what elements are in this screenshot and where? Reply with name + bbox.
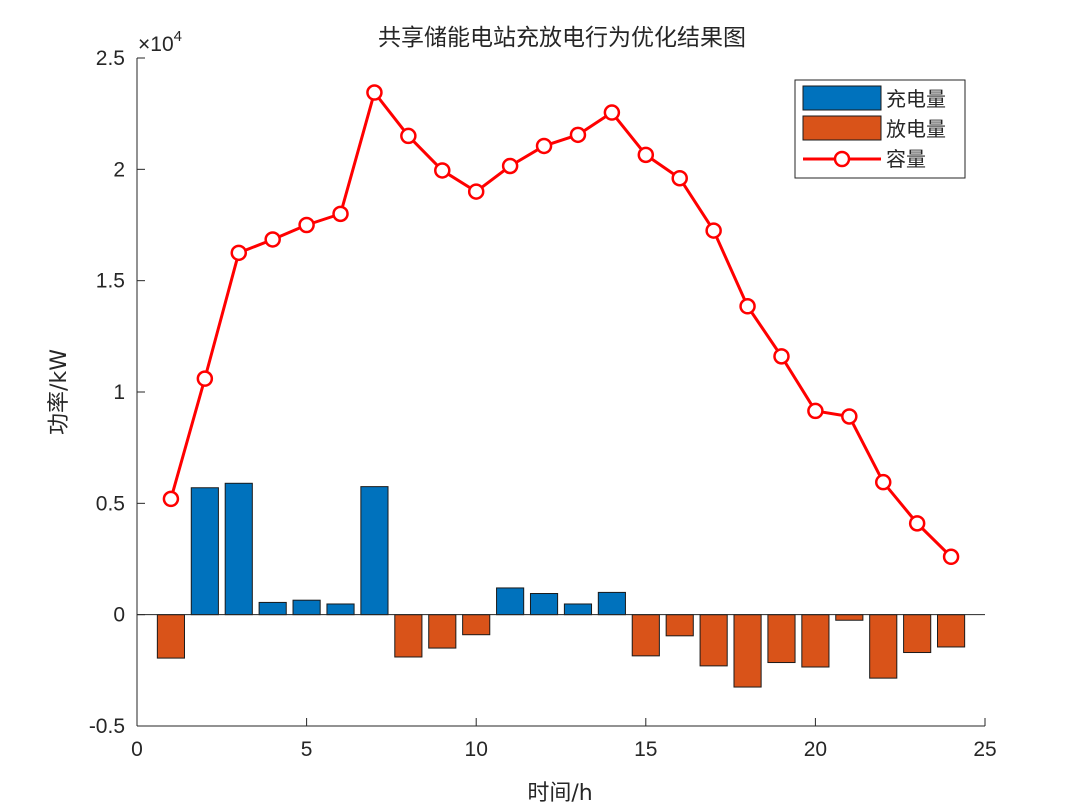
capacity-point-19 xyxy=(773,348,790,365)
discharge-bar-8 xyxy=(394,614,423,658)
legend-label-charge: 充电量 xyxy=(886,87,946,111)
capacity-point-9 xyxy=(434,162,451,179)
capacity-point-14 xyxy=(603,104,621,121)
charge-bar-3 xyxy=(224,482,253,616)
capacity-point-4 xyxy=(264,231,281,248)
charge-bar-12 xyxy=(529,593,559,616)
discharge-bar-9 xyxy=(428,614,457,649)
charge-bar-14 xyxy=(597,591,626,616)
y-tick-label-4: 1.5 xyxy=(96,270,125,293)
capacity-point-17 xyxy=(705,222,722,239)
discharge-bar-1 xyxy=(156,614,185,659)
charge-bar-4 xyxy=(258,601,287,616)
capacity-point-20 xyxy=(807,402,824,420)
capacity-point-2 xyxy=(196,370,214,387)
charge-bar-13 xyxy=(563,603,593,616)
x-tick-label-15: 15 xyxy=(634,738,657,761)
y-tick-label-5: 2 xyxy=(113,158,125,181)
y-tick-label-1: 0 xyxy=(113,604,125,627)
legend-swatch-charge xyxy=(802,85,882,111)
capacity-point-1 xyxy=(162,490,180,508)
y-tick-label-2: 0.5 xyxy=(96,492,125,515)
capacity-point-12 xyxy=(535,137,553,155)
capacity-point-18 xyxy=(739,298,756,315)
legend-label-capacity: 容量 xyxy=(886,147,926,171)
y-axis-multiplier: ×104 xyxy=(138,28,182,56)
capacity-point-5 xyxy=(298,216,315,234)
capacity-point-3 xyxy=(230,244,248,262)
capacity-point-24 xyxy=(942,548,960,566)
charge-bar-2 xyxy=(190,487,219,616)
legend: 充电量 放电量 容量 xyxy=(794,79,966,179)
capacity-point-7 xyxy=(366,84,383,101)
charge-bar-11 xyxy=(496,587,525,616)
capacity-point-16 xyxy=(671,169,688,187)
capacity-point-23 xyxy=(908,515,926,532)
capacity-point-22 xyxy=(874,473,892,491)
bar-group xyxy=(156,482,966,688)
discharge-bar-20 xyxy=(801,614,830,668)
discharge-bar-16 xyxy=(665,614,694,637)
discharge-bar-18 xyxy=(733,614,762,688)
capacity-point-10 xyxy=(467,183,485,200)
capacity-point-6 xyxy=(332,205,349,223)
capacity-point-15 xyxy=(637,146,655,164)
y-tick-label-6: 2.5 xyxy=(96,47,125,70)
discharge-bar-19 xyxy=(767,614,796,664)
x-tick-label-5: 5 xyxy=(301,738,313,761)
y-axis-label: 功率/kW xyxy=(47,349,72,435)
y-ticks-group: -0.5 0 0.5 1 1.5 2 2.5 xyxy=(89,47,145,738)
charge-bar-7 xyxy=(360,486,389,616)
x-axis-label: 时间/h xyxy=(527,781,592,806)
discharge-bar-17 xyxy=(699,614,728,667)
charge-bar-5 xyxy=(292,599,321,616)
discharge-bar-22 xyxy=(869,614,898,679)
x-ticks-group: 0 5 10 15 20 25 xyxy=(131,718,997,761)
y-tick-label-3: 1 xyxy=(113,381,125,404)
x-tick-label-10: 10 xyxy=(465,738,488,761)
charge-bar-6 xyxy=(326,603,355,616)
capacity-point-13 xyxy=(569,126,587,144)
x-tick-label-20: 20 xyxy=(804,738,827,761)
y-tick-label-0: -0.5 xyxy=(89,715,125,738)
discharge-bar-10 xyxy=(462,614,491,636)
capacity-point-21 xyxy=(841,408,858,425)
discharge-bar-21 xyxy=(835,614,864,621)
legend-marker-capacity xyxy=(833,150,851,168)
discharge-bar-15 xyxy=(631,614,660,657)
capacity-point-11 xyxy=(501,157,519,175)
discharge-bar-23 xyxy=(903,614,932,654)
discharge-bar-24 xyxy=(937,614,966,648)
chart-title: 共享储能电站充放电行为优化结果图 xyxy=(378,25,746,51)
legend-swatch-discharge xyxy=(802,115,882,141)
x-tick-label-25: 25 xyxy=(973,738,996,761)
x-tick-label-0: 0 xyxy=(131,738,143,761)
legend-label-discharge: 放电量 xyxy=(886,117,946,141)
capacity-point-8 xyxy=(400,127,417,145)
capacity-line-group xyxy=(162,84,960,566)
